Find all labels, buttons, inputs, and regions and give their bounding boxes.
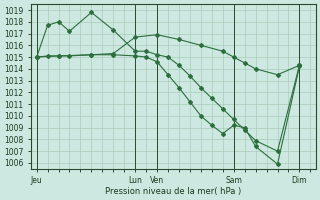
X-axis label: Pression niveau de la mer( hPa ): Pression niveau de la mer( hPa ) (105, 187, 242, 196)
